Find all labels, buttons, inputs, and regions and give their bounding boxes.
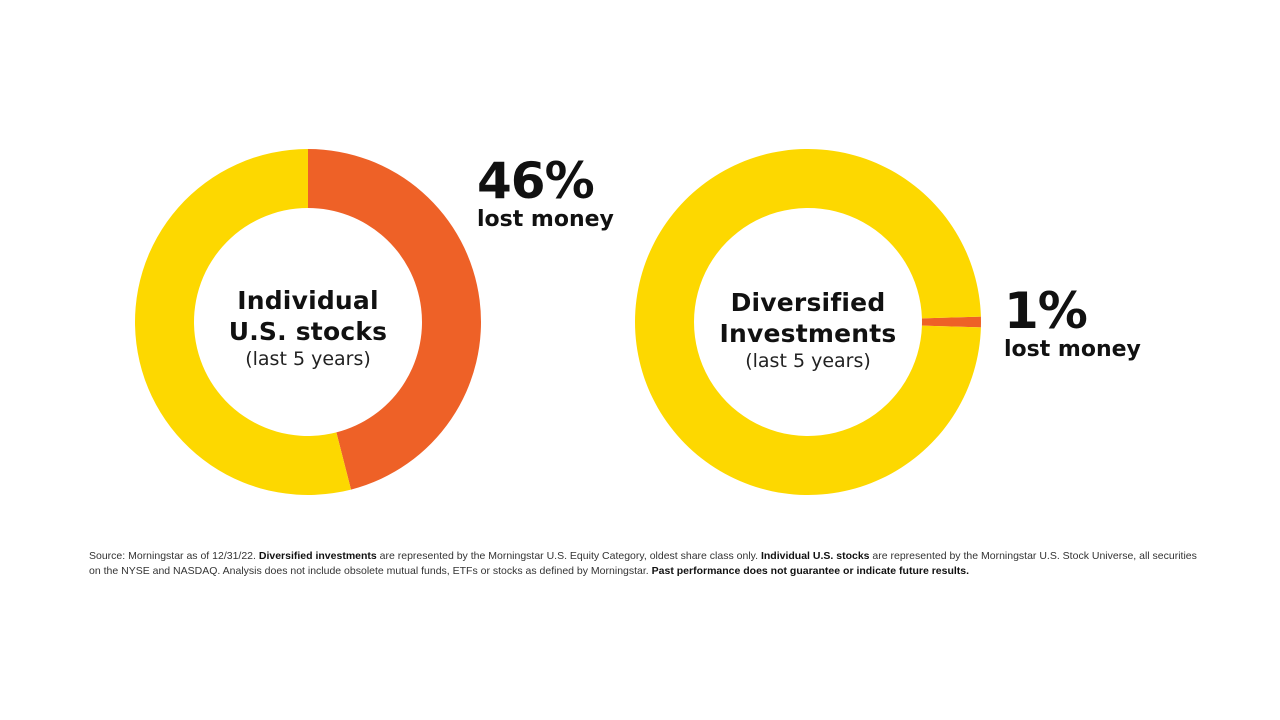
footnote-bold-disclaimer: Past performance does not guarantee or i… <box>651 565 970 577</box>
center-title-line-1: Diversified <box>730 288 886 317</box>
lost-money-slice <box>921 316 981 328</box>
donut-chart-diversified-investments: Diversified Investments (last 5 years) <box>634 148 982 496</box>
center-title-line-2: U.S. stocks <box>228 317 388 346</box>
remaining-slice <box>134 149 352 496</box>
center-subtitle: (last 5 years) <box>245 348 371 370</box>
center-label-individual-stocks: Individual U.S. stocks (last 5 years) <box>183 285 433 371</box>
center-label-diversified-investments: Diversified Investments (last 5 years) <box>683 287 933 373</box>
callout-diversified-investments: 1% lost money <box>1004 285 1141 363</box>
footnote-bold-individual: Individual U.S. stocks <box>760 550 870 562</box>
center-subtitle: (last 5 years) <box>745 350 871 372</box>
center-title-line-2: Investments <box>719 319 897 348</box>
donut-svg-diversified-investments <box>635 149 981 495</box>
callout-individual-stocks: 46% lost money <box>477 155 614 233</box>
footnote-bold-diversified: Diversified investments <box>258 550 377 562</box>
footnote-part-3: are represented by the Morningstar U.S. … <box>89 550 1197 577</box>
callout-value: 46% <box>477 152 595 210</box>
lost-money-slice <box>308 149 481 490</box>
footnote-part-1: Source: Morningstar as of 12/31/22. <box>89 550 259 562</box>
remaining-slice <box>635 149 981 495</box>
donut-svg-individual-stocks <box>134 149 481 496</box>
footnote-part-2: are represented by the Morningstar U.S. … <box>376 550 761 562</box>
source-footnote: Source: Morningstar as of 12/31/22. Dive… <box>89 549 1199 579</box>
donut-chart-individual-stocks: Individual U.S. stocks (last 5 years) <box>134 148 482 496</box>
callout-text: lost money <box>477 207 614 232</box>
callout-text: lost money <box>1004 337 1141 362</box>
center-title-line-1: Individual <box>237 286 379 315</box>
callout-value: 1% <box>1004 282 1088 340</box>
